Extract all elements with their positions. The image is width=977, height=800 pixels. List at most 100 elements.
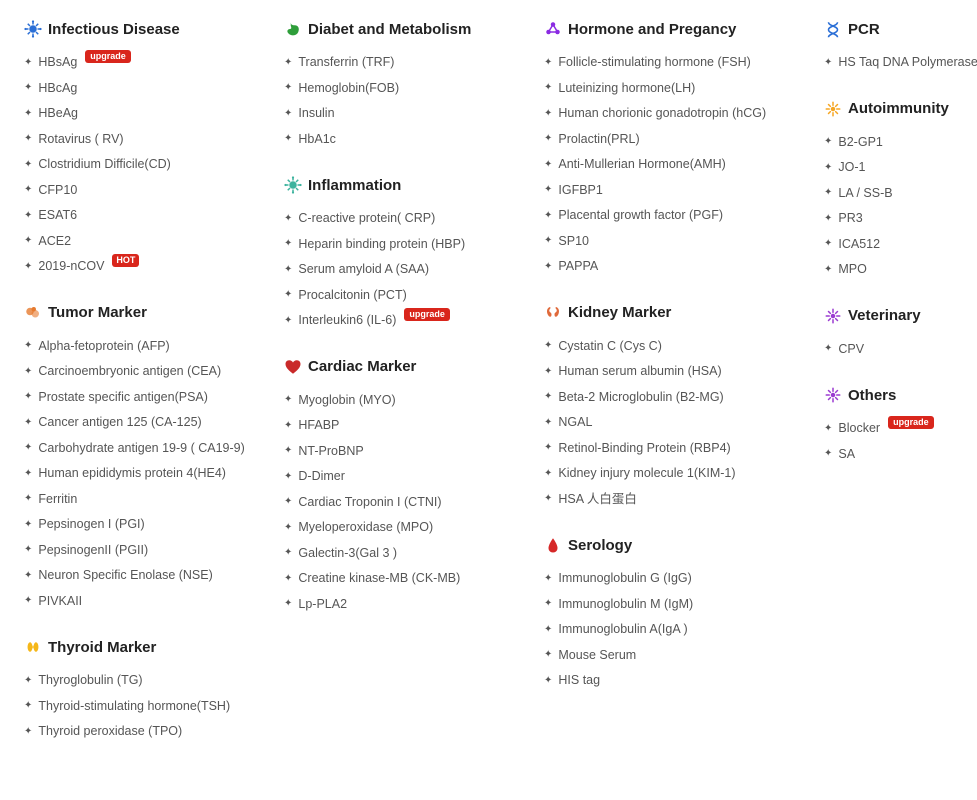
list-item[interactable]: ✦Follicle-stimulating hormone (FSH) (544, 50, 804, 76)
bullet-icon: ✦ (24, 107, 32, 121)
list-item[interactable]: ✦Ferritin (24, 487, 264, 513)
list-item[interactable]: ✦Retinol-Binding Protein (RBP4) (544, 436, 804, 462)
list-item[interactable]: ✦ESAT6 (24, 203, 264, 229)
list-item[interactable]: ✦PAPPA (544, 254, 804, 280)
list-item[interactable]: ✦Human chorionic gonadotropin (hCG) (544, 101, 804, 127)
list-item[interactable]: ✦Serum amyloid A (SAA) (284, 257, 524, 283)
list-item[interactable]: ✦D-Dimer (284, 464, 524, 490)
section-header-diabet[interactable]: Diabet and Metabolism (284, 20, 524, 38)
list-item[interactable]: ✦HBcAg (24, 76, 264, 102)
list-item[interactable]: ✦Immunoglobulin G (IgG) (544, 566, 804, 592)
list-item[interactable]: ✦LA / SS-B (824, 181, 977, 207)
list-item[interactable]: ✦Thyroid peroxidase (TPO) (24, 719, 264, 745)
section-header-others[interactable]: Others (824, 386, 977, 404)
list-item[interactable]: ✦PepsinogenII (PGII) (24, 538, 264, 564)
list-item[interactable]: ✦SA (824, 442, 977, 468)
list-item[interactable]: ✦Insulin (284, 101, 524, 127)
bullet-icon: ✦ (544, 441, 552, 455)
list-item[interactable]: ✦JO-1 (824, 155, 977, 181)
list-item[interactable]: ✦HIS tag (544, 668, 804, 694)
list-item[interactable]: ✦HBeAg (24, 101, 264, 127)
list-item[interactable]: ✦SP10 (544, 229, 804, 255)
bullet-icon: ✦ (24, 234, 32, 248)
list-item[interactable]: ✦Heparin binding protein (HBP) (284, 232, 524, 258)
list-item[interactable]: ✦Thyroglobulin (TG) (24, 668, 264, 694)
list-item[interactable]: ✦Creatine kinase-MB (CK-MB) (284, 566, 524, 592)
section-header-autoimmunity[interactable]: Autoimmunity (824, 100, 977, 118)
list-item[interactable]: ✦IGFBP1 (544, 178, 804, 204)
list-item[interactable]: ✦Galectin-3(Gal 3 ) (284, 541, 524, 567)
bullet-icon: ✦ (544, 623, 552, 637)
bullet-icon: ✦ (24, 543, 32, 557)
list-item[interactable]: ✦Hemoglobin(FOB) (284, 76, 524, 102)
list-item[interactable]: ✦MPO (824, 257, 977, 283)
list-item[interactable]: ✦CPV (824, 337, 977, 363)
list-item[interactable]: ✦HFABP (284, 413, 524, 439)
list-item[interactable]: ✦ACE2 (24, 229, 264, 255)
list-item[interactable]: ✦Human serum albumin (HSA) (544, 359, 804, 385)
list-item[interactable]: ✦Kidney injury molecule 1(KIM-1) (544, 461, 804, 487)
list-item[interactable]: ✦Carcinoembryonic antigen (CEA) (24, 359, 264, 385)
item-list: ✦Follicle-stimulating hormone (FSH)✦Lute… (544, 50, 804, 280)
bullet-icon: ✦ (24, 260, 32, 274)
item-list: ✦CPV (824, 337, 977, 363)
list-item[interactable]: ✦Anti-Mullerian Hormone(AMH) (544, 152, 804, 178)
list-item[interactable]: ✦Clostridium Difficile(CD) (24, 152, 264, 178)
list-item[interactable]: ✦Immunoglobulin M (IgM) (544, 592, 804, 618)
list-item[interactable]: ✦Pepsinogen I (PGI) (24, 512, 264, 538)
list-item[interactable]: ✦Cystatin C (Cys C) (544, 334, 804, 360)
list-item[interactable]: ✦NT-ProBNP (284, 439, 524, 465)
item-label: Procalcitonin (PCT) (298, 287, 406, 305)
list-item[interactable]: ✦Prostate specific antigen(PSA) (24, 385, 264, 411)
list-item[interactable]: ✦Luteinizing hormone(LH) (544, 76, 804, 102)
list-item[interactable]: ✦Lp-PLA2 (284, 592, 524, 618)
list-item[interactable]: ✦Alpha-fetoprotein (AFP) (24, 334, 264, 360)
list-item[interactable]: ✦Rotavirus ( RV) (24, 127, 264, 153)
section-header-infectious[interactable]: Infectious Disease (24, 20, 264, 38)
list-item[interactable]: ✦Myeloperoxidase (MPO) (284, 515, 524, 541)
section-header-pcr[interactable]: PCR (824, 20, 977, 38)
list-item[interactable]: ✦Human epididymis protein 4(HE4) (24, 461, 264, 487)
section-header-veterinary[interactable]: Veterinary (824, 307, 977, 325)
list-item[interactable]: ✦HS Taq DNA Polymerase (824, 50, 977, 76)
section-veterinary: Veterinary ✦CPV (824, 307, 977, 363)
bullet-icon: ✦ (284, 212, 292, 226)
list-item[interactable]: ✦Beta-2 Microglobulin (B2-MG) (544, 385, 804, 411)
list-item[interactable]: ✦Cardiac Troponin I (CTNI) (284, 490, 524, 516)
bullet-icon: ✦ (24, 569, 32, 583)
list-item[interactable]: ✦Procalcitonin (PCT) (284, 283, 524, 309)
list-item[interactable]: ✦Thyroid-stimulating hormone(TSH) (24, 694, 264, 720)
list-item[interactable]: ✦Transferrin (TRF) (284, 50, 524, 76)
section-header-kidney[interactable]: Kidney Marker (544, 304, 804, 322)
list-item[interactable]: ✦Placental growth factor (PGF) (544, 203, 804, 229)
list-item[interactable]: ✦PIVKAII (24, 589, 264, 615)
section-header-thyroid[interactable]: Thyroid Marker (24, 638, 264, 656)
list-item[interactable]: ✦Carbohydrate antigen 19-9 ( CA19-9) (24, 436, 264, 462)
list-item[interactable]: ✦Cancer antigen 125 (CA-125) (24, 410, 264, 436)
section-header-hormone[interactable]: Hormone and Pregancy (544, 20, 804, 38)
list-item[interactable]: ✦PR3 (824, 206, 977, 232)
section-header-serology[interactable]: Serology (544, 536, 804, 554)
list-item[interactable]: ✦ICA512 (824, 232, 977, 258)
list-item[interactable]: ✦Myoglobin (MYO) (284, 388, 524, 414)
item-label: NT-ProBNP (298, 443, 363, 461)
list-item[interactable]: ✦Prolactin(PRL) (544, 127, 804, 153)
list-item[interactable]: ✦Immunoglobulin A(IgA ) (544, 617, 804, 643)
column-3: Hormone and Pregancy ✦Follicle-stimulatin… (544, 20, 804, 718)
section-header-tumor[interactable]: Tumor Marker (24, 304, 264, 322)
list-item[interactable]: ✦Blockerupgrade (824, 416, 977, 442)
list-item[interactable]: ✦B2-GP1 (824, 130, 977, 156)
list-item[interactable]: ✦Neuron Specific Enolase (NSE) (24, 563, 264, 589)
list-item[interactable]: ✦CFP10 (24, 178, 264, 204)
list-item[interactable]: ✦HBsAgupgrade (24, 50, 264, 76)
list-item[interactable]: ✦Mouse Serum (544, 643, 804, 669)
list-item[interactable]: ✦NGAL (544, 410, 804, 436)
list-item[interactable]: ✦HSA 人白蛋白 (544, 487, 804, 513)
list-item[interactable]: ✦C-reactive protein( CRP) (284, 206, 524, 232)
list-item[interactable]: ✦2019-nCOVHOT (24, 254, 264, 280)
list-item[interactable]: ✦HbA1c (284, 127, 524, 153)
item-label: Human serum albumin (HSA) (558, 363, 721, 381)
section-header-inflammation[interactable]: Inflammation (284, 176, 524, 194)
section-header-cardiac[interactable]: Cardiac Marker (284, 358, 524, 376)
list-item[interactable]: ✦Interleukin6 (IL-6)upgrade (284, 308, 524, 334)
